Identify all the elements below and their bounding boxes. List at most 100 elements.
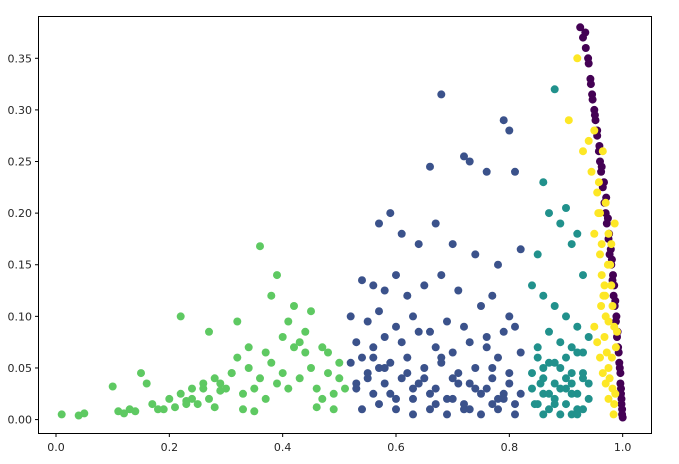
data-point <box>358 276 366 285</box>
data-point <box>579 369 587 378</box>
data-point <box>182 400 191 409</box>
data-point <box>610 219 619 228</box>
data-point <box>607 353 616 362</box>
data-point <box>154 405 162 414</box>
data-point <box>562 384 570 393</box>
data-point <box>171 403 179 412</box>
data-point <box>499 116 508 125</box>
data-point <box>193 400 202 409</box>
data-point <box>431 384 440 393</box>
plot-frame <box>38 16 652 434</box>
data-point <box>612 312 621 321</box>
data-point <box>431 400 440 409</box>
data-point <box>295 338 304 347</box>
data-point <box>176 312 185 321</box>
data-point <box>369 281 378 290</box>
y-tick-label: 0.35 <box>8 52 33 65</box>
data-point <box>437 353 446 362</box>
data-point <box>341 384 349 393</box>
data-point <box>159 405 168 414</box>
data-point <box>596 353 604 362</box>
data-point <box>199 384 208 393</box>
data-point <box>454 369 463 378</box>
data-point <box>545 209 553 218</box>
data-point <box>579 271 587 280</box>
data-point <box>567 369 576 378</box>
data-point <box>414 379 423 388</box>
data-point <box>250 384 259 393</box>
data-point <box>567 240 576 249</box>
data-point <box>590 111 599 120</box>
data-point <box>278 369 287 378</box>
data-point <box>562 353 570 362</box>
data-point <box>494 260 502 269</box>
y-tick-label: 0.25 <box>8 156 33 169</box>
data-point <box>267 291 276 300</box>
data-point <box>590 322 599 331</box>
data-point <box>250 407 259 416</box>
data-point <box>604 317 613 326</box>
data-point <box>239 389 247 398</box>
data-point <box>576 23 585 32</box>
data-point <box>562 204 570 212</box>
data-point <box>516 348 525 357</box>
data-point <box>239 405 247 414</box>
data-point <box>137 369 145 378</box>
data-point <box>307 307 315 316</box>
data-point <box>312 403 321 412</box>
data-point <box>460 405 468 414</box>
data-point <box>611 389 620 398</box>
data-point <box>533 353 542 362</box>
data-point <box>409 312 417 321</box>
data-point <box>488 400 497 409</box>
data-point <box>499 327 508 336</box>
data-point <box>573 348 582 357</box>
data-point <box>244 343 253 352</box>
data-point <box>324 348 332 357</box>
data-point <box>437 271 446 280</box>
data-point <box>335 358 344 367</box>
data-point <box>556 364 565 372</box>
data-point <box>602 348 611 357</box>
data-point <box>482 384 491 393</box>
y-tick-label: 0.20 <box>8 207 33 220</box>
data-point <box>545 327 553 336</box>
data-point <box>363 317 372 326</box>
data-point <box>593 338 602 347</box>
data-point <box>448 394 457 403</box>
data-point <box>301 348 310 357</box>
data-point <box>290 343 298 352</box>
data-point <box>587 167 596 176</box>
data-point <box>386 358 395 367</box>
data-point <box>375 400 383 409</box>
data-point <box>584 54 593 63</box>
data-point <box>556 219 565 228</box>
data-point <box>318 343 327 352</box>
data-point <box>617 389 625 398</box>
data-point <box>588 95 597 104</box>
data-point <box>579 348 587 357</box>
x-axis: 0.0 0.2 0.4 0.6 0.8 1.0 <box>47 433 631 454</box>
data-point <box>579 405 587 414</box>
data-point <box>618 410 627 419</box>
data-point <box>443 394 451 403</box>
data-point <box>598 147 607 156</box>
x-tick-label: 0.8 <box>501 441 519 454</box>
data-point <box>597 240 606 249</box>
data-point <box>603 260 612 269</box>
data-point <box>539 364 548 372</box>
x-tick-label: 0.4 <box>274 441 292 454</box>
data-point <box>233 353 242 362</box>
data-point <box>600 333 609 341</box>
data-point <box>460 322 468 331</box>
data-point <box>505 312 514 321</box>
data-point <box>608 302 617 310</box>
x-tick-label: 1.0 <box>614 441 632 454</box>
data-point <box>482 167 491 176</box>
data-point <box>539 410 548 419</box>
data-point <box>477 410 485 419</box>
data-point <box>380 364 389 372</box>
data-point <box>403 291 412 300</box>
data-point <box>392 394 400 403</box>
